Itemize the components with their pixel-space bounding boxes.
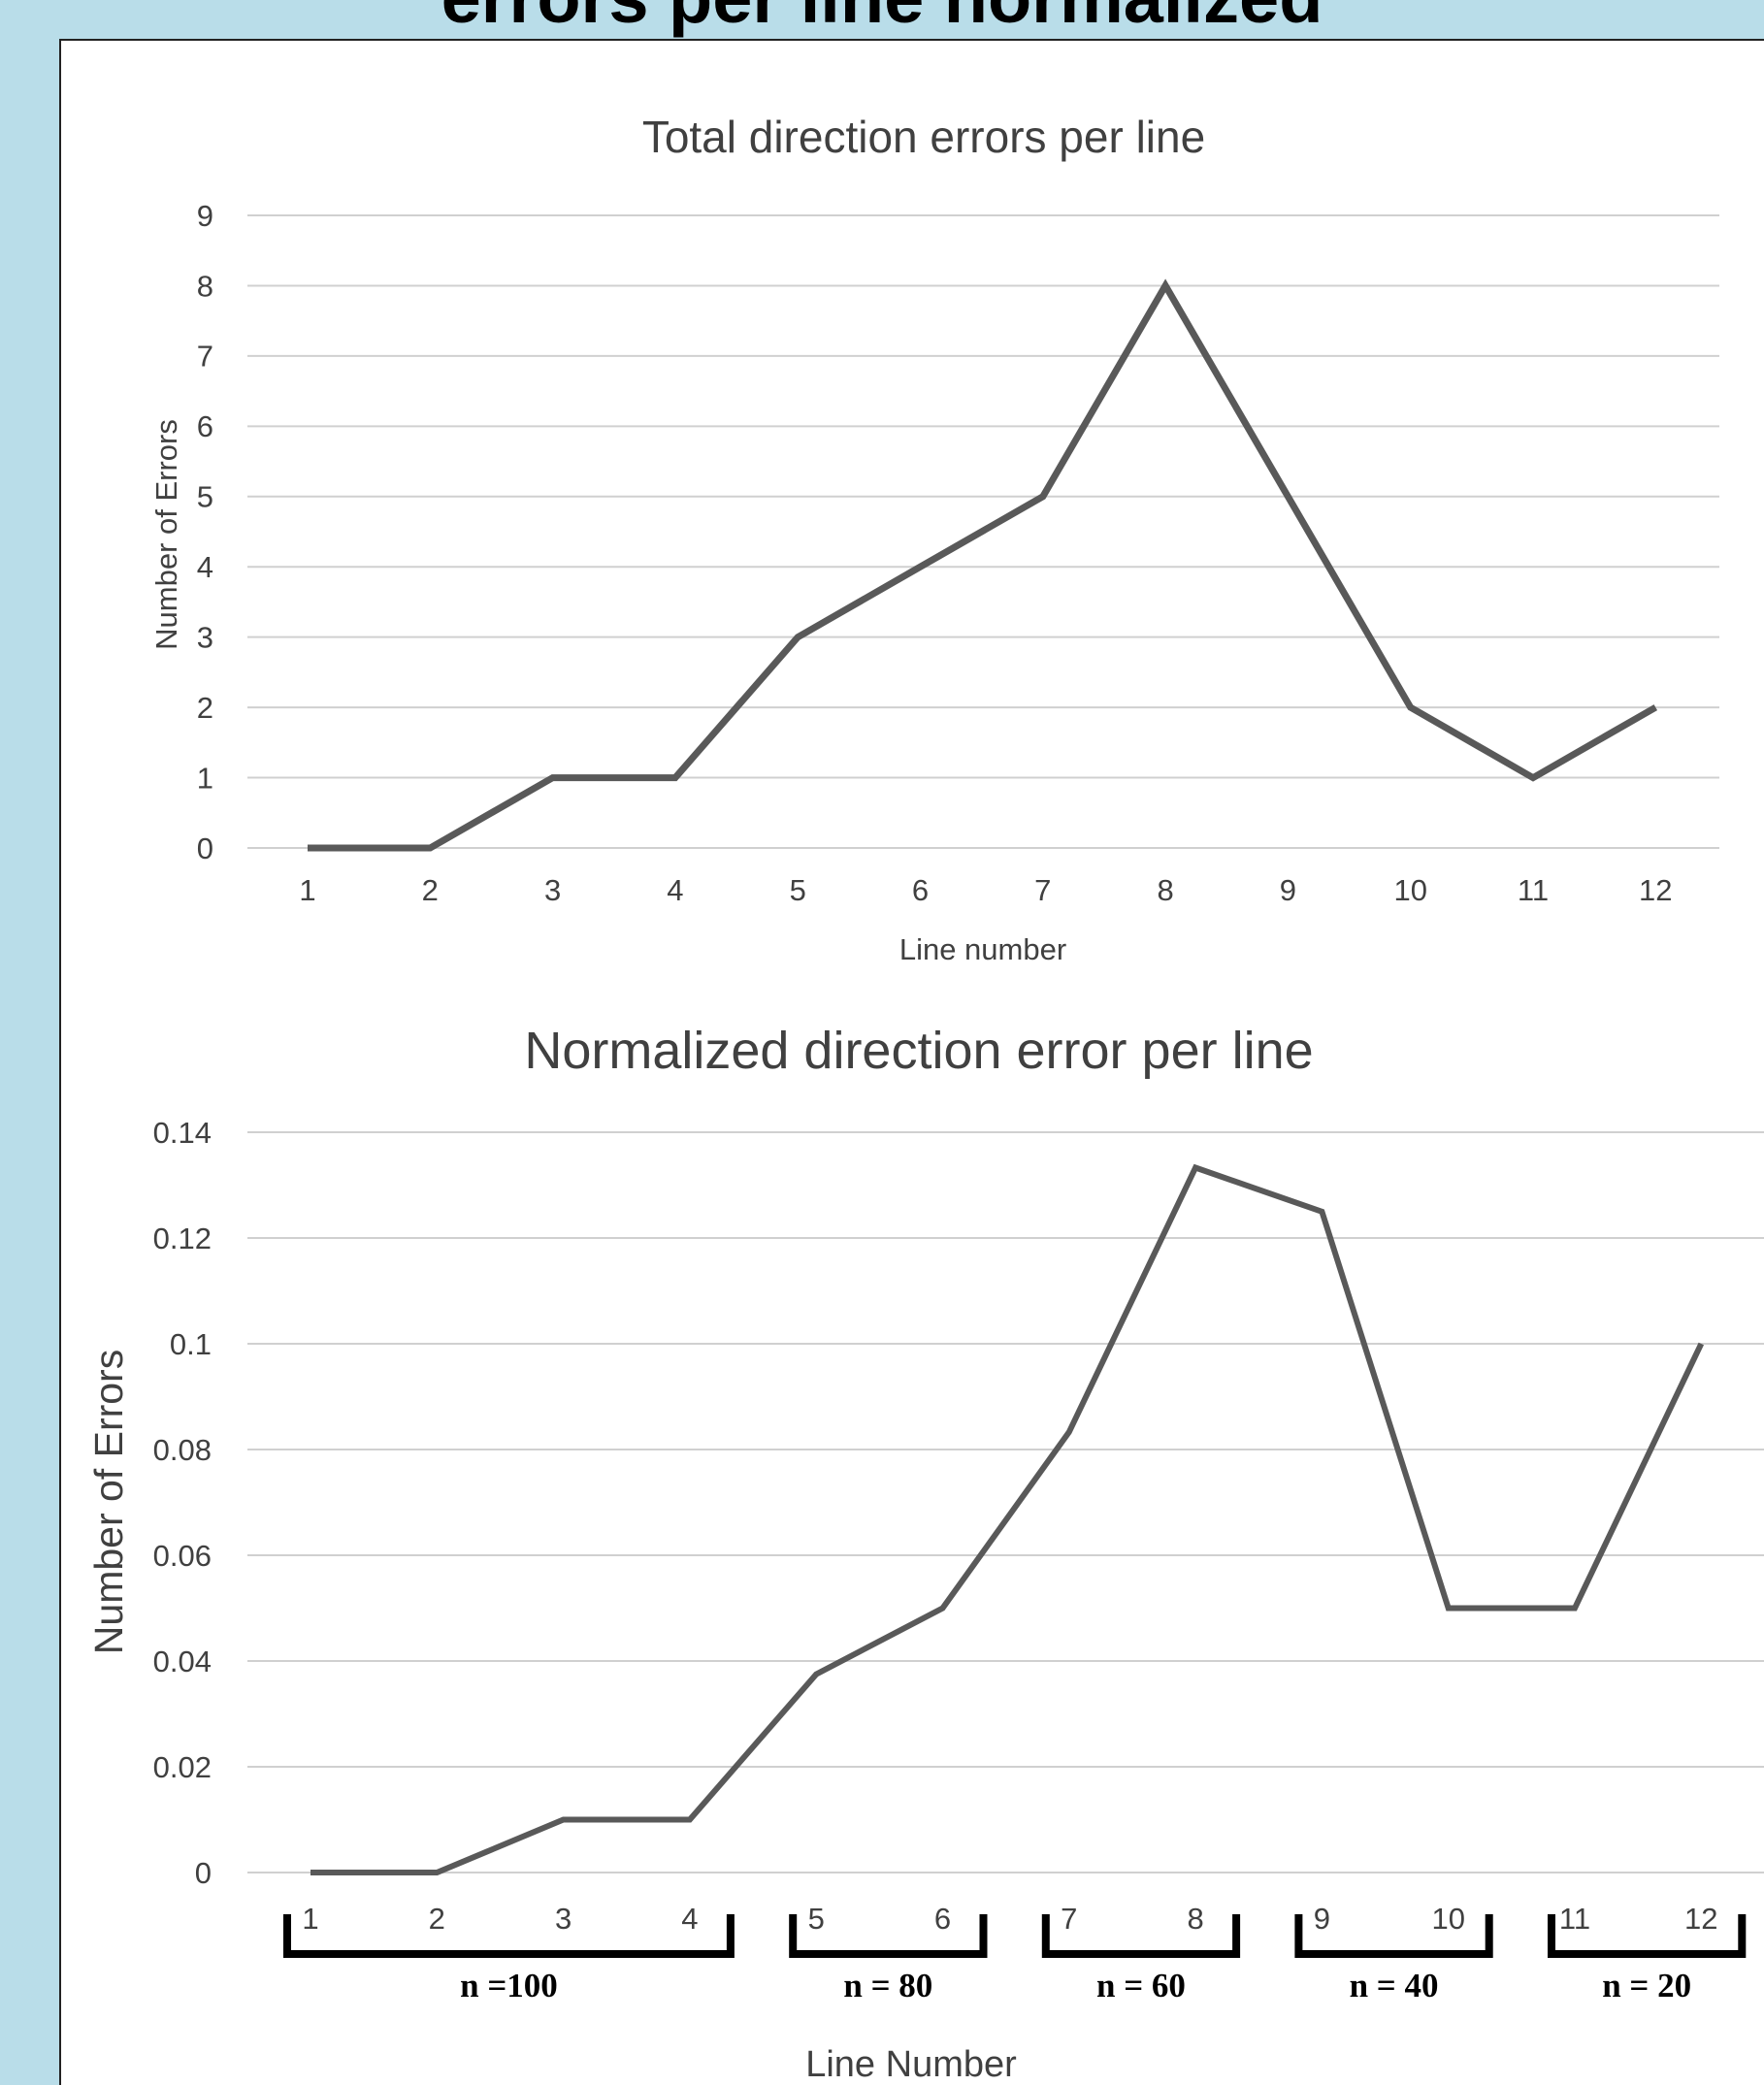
chart1-x-tick-label: 10 <box>1393 873 1426 907</box>
sample-group-bracket <box>1548 1914 1747 1958</box>
sample-group-label: n = 80 <box>843 1967 932 2004</box>
chart1-y-tick-label: 8 <box>197 269 213 303</box>
sample-group-bracket <box>283 1914 735 1958</box>
chart-panel <box>59 39 1764 2085</box>
chart1-y-tick-label: 9 <box>197 199 213 233</box>
chart2-x-ticks: 1 2 3 4 5 6 7 8 9 10 11 12 <box>302 1902 1717 1936</box>
chart1-y-tick-label: 3 <box>197 621 213 655</box>
chart1-x-tick-label: 2 <box>422 873 439 907</box>
chart1-x-tick-label: 7 <box>1034 873 1051 907</box>
chart1-series-line <box>308 278 1658 852</box>
chart2-x-tick-label: 4 <box>681 1902 698 1936</box>
chart2-y-tick-label: 0.08 <box>153 1433 212 1467</box>
chart1-x-tick-label: 11 <box>1518 873 1549 907</box>
chart2-y-ticks: 0 0.02 0.04 0.06 0.08 0.1 0.12 0.14 <box>153 1116 212 1890</box>
chart2-x-axis-label: Line Number <box>805 2044 1017 2085</box>
chart2-x-tick-label: 9 <box>1314 1902 1330 1936</box>
chart2-title: Normalized direction error per line <box>524 1022 1313 1080</box>
chart2-x-tick-label: 6 <box>934 1902 951 1936</box>
chart1-x-tick-label: 6 <box>912 873 929 907</box>
sample-group-label: n = 20 <box>1602 1967 1691 2004</box>
chart2-x-tick-label: 1 <box>302 1902 318 1936</box>
chart1-x-tick-label: 8 <box>1157 873 1173 907</box>
sample-group-bracket <box>1294 1914 1493 1958</box>
chart1-x-tick-label: 5 <box>790 873 806 907</box>
chart-total-errors: Total direction errors per line 01234567… <box>149 112 1719 966</box>
chart1-x-ticks: 1 2 3 4 5 6 7 8 9 10 11 12 <box>299 873 1672 907</box>
sample-group-bracket <box>1041 1914 1241 1958</box>
chart1-x-tick-label: 3 <box>544 873 561 907</box>
chart2-x-tick-label: 10 <box>1431 1902 1464 1936</box>
chart1-y-tick-label: 6 <box>197 409 213 443</box>
sample-group-label: n = 60 <box>1096 1967 1186 2004</box>
chart2-x-tick-label: 12 <box>1684 1902 1717 1936</box>
chart2-sample-groups: n =100 n = 80 n = 60 n = 40 n = 20 <box>283 1914 1747 2004</box>
chart1-y-tick-label: 7 <box>197 340 213 374</box>
chart2-y-axis-label: Number of Errors <box>86 1350 131 1654</box>
chart1-x-tick-label: 4 <box>667 873 683 907</box>
poster-heading: errors per line normalized <box>0 0 1764 35</box>
chart1-x-axis-label: Line number <box>899 932 1066 966</box>
chart1-y-tick-label: 5 <box>197 480 213 514</box>
sample-group-label: n = 40 <box>1350 1967 1439 2004</box>
chart1-y-tick-label: 4 <box>197 550 213 584</box>
chart2-y-tick-label: 0.14 <box>153 1116 212 1150</box>
chart1-gridlines <box>247 214 1719 849</box>
chart2-y-tick-label: 0.12 <box>153 1222 212 1255</box>
chart2-y-tick-label: 0.04 <box>153 1645 212 1678</box>
chart2-gridlines <box>247 1131 1764 1873</box>
chart2-y-tick-label: 0.1 <box>170 1327 212 1361</box>
chart1-y-ticks: 0 1 2 3 4 5 6 7 8 9 <box>197 199 213 865</box>
chart1-x-tick-label: 1 <box>299 873 315 907</box>
chart2-y-tick-label: 0 <box>195 1856 212 1890</box>
chart1-title: Total direction errors per line <box>642 112 1205 162</box>
chart1-y-tick-label: 2 <box>197 691 213 725</box>
chart1-y-axis-label: Number of Errors <box>149 419 183 650</box>
chart2-series-line <box>310 1163 1705 1875</box>
chart2-series <box>310 1163 1705 1875</box>
chart1-series <box>307 278 1658 852</box>
sample-group-bracket <box>789 1914 988 1958</box>
chart1-y-tick-label: 1 <box>197 761 213 795</box>
chart2-y-tick-label: 0.06 <box>153 1539 212 1573</box>
chart1-x-tick-label: 12 <box>1639 873 1672 907</box>
chart2-x-tick-label: 8 <box>1187 1902 1203 1936</box>
chart2-x-tick-label: 7 <box>1061 1902 1077 1936</box>
chart2-x-tick-label: 11 <box>1559 1902 1590 1936</box>
chart2-y-tick-label: 0.02 <box>153 1750 212 1784</box>
chart1-y-tick-label: 0 <box>197 831 213 865</box>
chart2-x-tick-label: 2 <box>429 1902 445 1936</box>
chart-normalized-errors: Normalized direction error per line 0 0.0… <box>86 1022 1764 2085</box>
chart1-x-tick-label: 9 <box>1280 873 1296 907</box>
sample-group-label: n =100 <box>460 1967 558 2004</box>
chart2-x-tick-label: 3 <box>555 1902 572 1936</box>
chart2-x-tick-label: 5 <box>808 1902 825 1936</box>
